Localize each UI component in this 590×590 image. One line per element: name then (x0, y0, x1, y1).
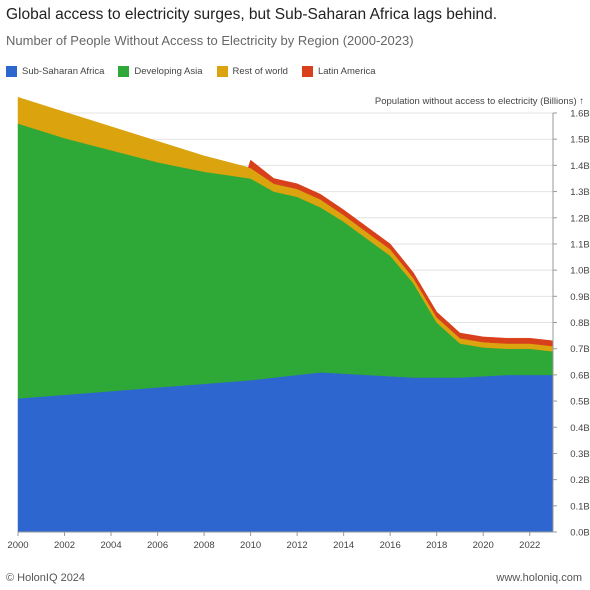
y-tick-label: 0.0B (570, 528, 590, 539)
x-tick-label: 2012 (287, 540, 308, 551)
y-tick-label: 0.1B (570, 501, 590, 512)
x-tick-label: 2006 (147, 540, 168, 551)
legend-item-sub-saharan-africa[interactable]: Sub-Saharan Africa (6, 66, 104, 77)
y-tick-label: 0.8B (570, 318, 590, 329)
legend: Sub-Saharan Africa Developing Asia Rest … (6, 66, 376, 77)
legend-item-latin-america[interactable]: Latin America (301, 66, 376, 77)
y-tick-label: 0.5B (570, 397, 590, 408)
y-tick-label: 1.5B (570, 135, 590, 146)
legend-swatch (216, 66, 228, 77)
legend-item-developing-asia[interactable]: Developing Asia (118, 66, 203, 77)
y-axis-label: Population without access to electricity… (374, 96, 584, 107)
chart-subtitle: Number of People Without Access to Elect… (6, 33, 414, 48)
legend-swatch (301, 66, 313, 77)
x-tick-label: 2002 (54, 540, 75, 551)
y-tick-label: 0.3B (570, 449, 590, 460)
y-tick-label: 1.0B (570, 266, 590, 277)
y-tick-label: 0.4B (570, 423, 590, 434)
area-developing-asia[interactable] (17, 123, 554, 399)
chart-title: Global access to electricity surges, but… (6, 6, 498, 23)
x-tick-label: 2022 (519, 540, 540, 551)
x-tick-label: 2020 (473, 540, 494, 551)
y-tick-label: 0.9B (570, 292, 590, 303)
x-tick-label: 2016 (380, 540, 401, 551)
legend-label: Developing Asia (134, 66, 203, 77)
x-tick-label: 2004 (100, 540, 121, 551)
x-tick-label: 2008 (194, 540, 215, 551)
y-tick-label: 1.4B (570, 161, 590, 172)
x-tick-label: 2010 (240, 540, 261, 551)
x-tick-label: 2018 (426, 540, 447, 551)
legend-item-rest-of-world[interactable]: Rest of world (216, 66, 288, 77)
y-tick-label: 0.6B (570, 370, 590, 381)
x-tick-label: 2014 (333, 540, 354, 551)
y-tick-label: 1.2B (570, 213, 590, 224)
copyright: © HolonIQ 2024 (6, 572, 86, 584)
axes: 0.0B 0.1B 0.2B 0.3B 0.4B 0.5B 0.6B 0.7B 0.8B 0.9B… (7, 109, 589, 552)
legend-swatch (6, 66, 17, 77)
legend-swatch (118, 66, 130, 77)
stacked-areas (17, 96, 554, 533)
y-tick-label: 1.1B (570, 239, 590, 250)
legend-label: Latin America (317, 66, 376, 77)
area-sub-saharan-africa[interactable] (17, 372, 554, 533)
y-tick-label: 0.7B (570, 344, 590, 355)
y-tick-label: 0.2B (570, 475, 590, 486)
legend-label: Sub-Saharan Africa (22, 66, 105, 77)
website-link[interactable]: www.holoniq.com (496, 572, 582, 584)
y-tick-label: 1.6B (570, 109, 590, 120)
y-tick-label: 1.3B (570, 187, 590, 198)
area-chart: 0.0B 0.1B 0.2B 0.3B 0.4B 0.5B 0.6B 0.7B 0.8B 0.9B… (7, 96, 590, 552)
x-tick-label: 2000 (7, 540, 28, 551)
legend-label: Rest of world (232, 66, 288, 77)
